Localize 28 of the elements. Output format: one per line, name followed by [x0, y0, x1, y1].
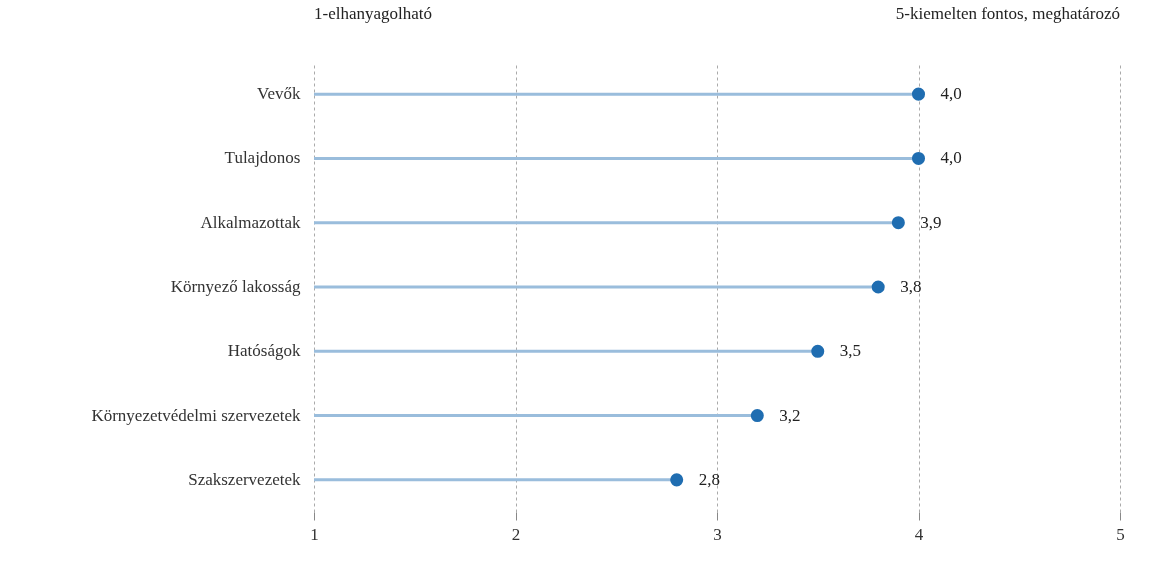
y-tick-label: Alkalmazottak	[200, 212, 301, 232]
y-tick-label: Szakszervezetek	[188, 469, 301, 489]
data-label: 3,8	[900, 277, 922, 296]
x-tick-label: 5	[1116, 524, 1125, 544]
x-tick-label: 3	[713, 524, 722, 544]
y-tick-label: Tulajdonos	[224, 148, 301, 168]
data-label: 4,0	[940, 84, 962, 104]
x-tick-label: 2	[511, 524, 521, 544]
point	[871, 280, 885, 294]
data-label: 4,0	[940, 148, 962, 168]
y-tick-label: Hatóságok	[227, 341, 301, 361]
point	[750, 409, 764, 423]
y-tick-label: Környező lakosság	[170, 277, 301, 296]
point	[891, 216, 905, 230]
text: 5-kiemelten fontos, meghatározó	[895, 4, 1120, 23]
point	[911, 87, 926, 101]
y-tick-label: Környezetvédelmi szervezetek	[91, 405, 301, 425]
point	[670, 473, 684, 487]
text: 1-elhanyagolható	[314, 4, 433, 23]
point	[811, 344, 825, 358]
x-tick-label: 1	[310, 524, 319, 544]
data-label: 3,2	[779, 405, 801, 425]
point	[911, 151, 926, 165]
data-label: 3,5	[839, 341, 861, 361]
x-tick-label: 4	[914, 524, 924, 544]
data-label: 2,8	[698, 469, 720, 489]
y-tick-label: Vevők	[257, 84, 301, 104]
data-label: 3,9	[920, 212, 942, 232]
